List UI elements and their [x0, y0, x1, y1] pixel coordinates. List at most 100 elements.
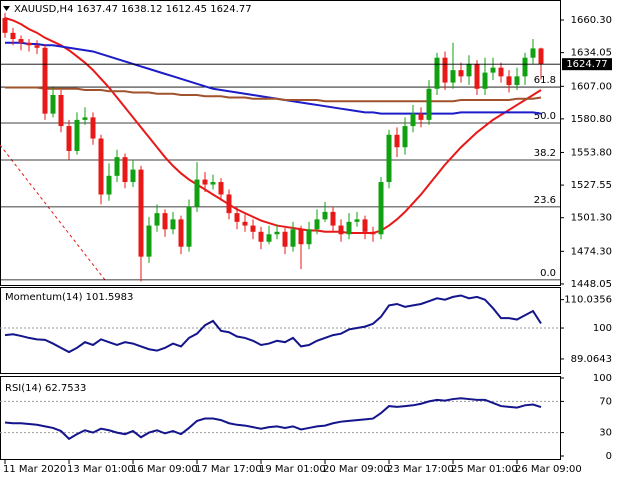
price-box: [562, 58, 612, 71]
candle-body: [474, 63, 480, 89]
candle-body: [338, 225, 344, 235]
candle-body: [106, 175, 112, 195]
candle-body: [274, 231, 280, 235]
candle-body: [26, 42, 32, 46]
fib-label: 23.6: [534, 195, 556, 206]
candle-body: [282, 231, 288, 247]
y-tick-label: 1660.30: [571, 15, 612, 26]
x-tick-label: 11 Mar 2020: [3, 464, 66, 475]
x-tick-label: 19 Mar 01:00: [259, 464, 326, 475]
candle-body: [42, 47, 48, 114]
candle-body: [314, 219, 320, 230]
price-label: 1624.77: [566, 59, 607, 70]
candle-body: [74, 119, 80, 151]
candle-body: [290, 229, 296, 247]
candle-body: [378, 182, 384, 235]
candle-body: [258, 231, 264, 242]
fib-label: 38.2: [534, 148, 556, 159]
candle-body: [218, 182, 224, 195]
candle-body: [490, 67, 496, 73]
fib-label: 61.8: [534, 75, 556, 86]
candle-body: [298, 229, 304, 245]
moving-average: [5, 86, 542, 103]
y-tick-label: 30: [599, 428, 612, 439]
x-tick-label: 16 Mar 09:00: [131, 464, 198, 475]
candle-body: [170, 219, 176, 230]
y-tick-label: 1634.05: [571, 48, 612, 59]
candle-body: [146, 225, 152, 257]
candle-body: [538, 48, 544, 65]
candle-body: [242, 221, 248, 226]
y-tick-label: 110.0356: [564, 295, 612, 306]
candle-body: [386, 134, 392, 183]
candle-body: [138, 169, 144, 257]
fib-label: 50.0: [534, 111, 556, 122]
x-tick-label: 26 Mar 09:00: [515, 464, 582, 475]
candle-body: [202, 179, 208, 185]
panel-title: RSI(14) 62.7533: [5, 383, 86, 394]
y-tick-label: 100: [593, 373, 612, 384]
candle-body: [178, 219, 184, 247]
y-tick-label: 1448.05: [571, 279, 612, 290]
y-tick-label: 1474.30: [571, 246, 612, 257]
candle-body: [362, 219, 368, 232]
candle-body: [234, 213, 240, 222]
candle-body: [306, 229, 312, 245]
fib-label: 0.0: [540, 268, 556, 279]
panel-title: Momentum(14) 101.5983: [5, 292, 133, 303]
candle-body: [130, 169, 136, 183]
candle-body: [210, 182, 216, 185]
candle-body: [18, 39, 24, 43]
candle-body: [194, 179, 200, 207]
candle-body: [330, 211, 336, 226]
y-tick-label: 1580.80: [571, 114, 612, 125]
indicator-line: [4, 294, 542, 354]
candle-body: [506, 76, 512, 86]
candle-body: [394, 134, 400, 148]
x-tick-label: 25 Mar 01:00: [451, 464, 518, 475]
candle-body: [458, 70, 464, 77]
rsi-panel: [0, 376, 561, 460]
candle-body: [522, 57, 528, 77]
candle-body: [322, 211, 328, 220]
candle-body: [418, 113, 424, 120]
candle-body: [10, 32, 16, 40]
candle-body: [410, 113, 416, 127]
candle-body: [354, 219, 360, 222]
candle-body: [514, 76, 520, 86]
candle-body: [482, 72, 488, 89]
candle-body: [66, 126, 72, 151]
candle-body: [442, 57, 448, 83]
candle-body: [434, 57, 440, 89]
candle-body: [114, 157, 120, 176]
candle-body: [98, 138, 104, 195]
candle-body: [34, 45, 40, 48]
candle-body: [250, 225, 256, 232]
x-tick-label: 23 Mar 17:00: [387, 464, 454, 475]
candle-body: [58, 95, 64, 127]
candle-body: [346, 221, 352, 235]
menu-triangle: [3, 6, 10, 11]
moving-average: [4, 16, 542, 235]
y-tick-label: 1501.30: [571, 213, 612, 224]
y-tick-label: 1527.55: [571, 180, 612, 191]
candle-body: [226, 194, 232, 214]
candle-body: [122, 157, 128, 183]
candle-body: [154, 213, 160, 226]
panel-title: XAUUSD,H4 1637.47 1638.12 1612.45 1624.7…: [14, 4, 252, 15]
x-tick-label: 13 Mar 01:00: [67, 464, 134, 475]
x-tick-label: 17 Mar 17:00: [195, 464, 262, 475]
candle-body: [90, 117, 96, 139]
candle-body: [266, 234, 272, 242]
y-tick-label: 70: [599, 396, 612, 407]
candle-body: [50, 95, 56, 114]
y-tick-label: 1553.80: [571, 147, 612, 158]
y-tick-label: 89.0643: [571, 354, 612, 365]
candle-body: [498, 67, 504, 77]
candle-body: [2, 17, 8, 33]
momentum-panel: [0, 287, 561, 374]
y-tick-label: 100: [593, 323, 612, 334]
y-tick-label: 1607.00: [571, 81, 612, 92]
